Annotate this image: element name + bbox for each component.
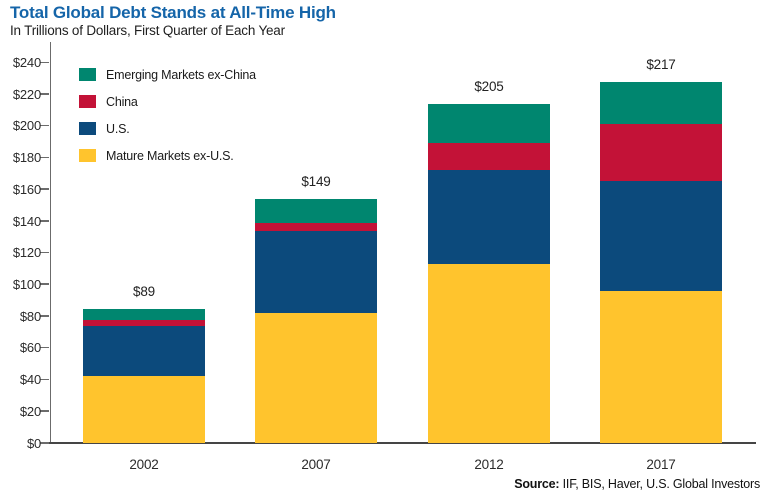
y-axis-tick: [40, 251, 49, 254]
bar-segment-u-s-: [255, 230, 377, 313]
y-axis-tick-label: $20: [19, 403, 41, 419]
x-axis-category-label: 2002: [129, 457, 159, 472]
legend-swatch: [79, 95, 96, 108]
y-axis-tick: [40, 124, 49, 127]
y-axis-tick-label: $240: [12, 55, 41, 70]
bar-segment-u-s-: [600, 181, 722, 291]
chart-title: Total Global Debt Stands at All-Time Hig…: [10, 3, 336, 22]
y-axis-tick-label: $0: [26, 435, 41, 451]
y-axis-tick-label: $140: [12, 213, 41, 229]
y-axis-tick-label: $80: [19, 308, 41, 324]
legend-swatch: [79, 68, 96, 81]
y-axis-tick-label: $60: [19, 340, 41, 356]
legend: Emerging Markets ex-China China U.S. Mature…: [79, 61, 256, 169]
legend-item-label: Emerging Markets ex-China: [106, 67, 256, 82]
bar-segment-u-s-: [83, 325, 205, 377]
y-axis-tick: [40, 442, 49, 444]
source-text: IIF, BIS, Haver, U.S. Global Investors: [562, 477, 761, 491]
y-axis-tick-label: $100: [12, 276, 41, 292]
bar-total-label: $217: [646, 56, 676, 72]
y-axis-tick: [40, 378, 49, 381]
bar-segment-emerging-markets-ex-china: [83, 309, 205, 321]
y-axis-tick: [40, 220, 49, 222]
source-line: Source: IIF, BIS, Haver, U.S. Global Inv…: [514, 477, 760, 491]
legend-item: China: [79, 88, 256, 115]
y-axis-tick: [40, 93, 49, 95]
bar-segment-mature-markets-ex-u-s-: [83, 376, 205, 443]
legend-item: Emerging Markets ex-China: [79, 61, 256, 88]
bar-segment-china: [600, 124, 722, 182]
bar-segment-emerging-markets-ex-china: [428, 103, 550, 144]
bar-segment-emerging-markets-ex-china: [255, 198, 377, 223]
x-axis-category-label: 2017: [646, 457, 676, 472]
y-axis-tick: [40, 61, 49, 63]
y-axis-tick-label: $40: [19, 372, 41, 388]
legend-swatch: [79, 122, 96, 135]
bar-segment-china: [428, 143, 550, 171]
bar-total-label: $205: [474, 78, 504, 94]
x-axis-category-label: 2012: [474, 457, 504, 472]
x-axis-line: [49, 442, 756, 444]
bar-segment-china: [83, 320, 205, 326]
legend-item-label: U.S.: [106, 121, 130, 136]
bar-segment-u-s-: [428, 170, 550, 264]
legend-item: U.S.: [79, 115, 256, 142]
plot-area: $0 $20 $40 $60 $80 $100 $120 $140 $160 $180 $200 $2…: [13, 42, 756, 472]
legend-item: Mature Markets ex-U.S.: [79, 142, 256, 169]
y-axis-tick-label: $120: [12, 245, 41, 261]
bar-segment-emerging-markets-ex-china: [600, 81, 722, 125]
y-axis-tick: [40, 188, 49, 190]
x-axis-category-label: 2007: [301, 457, 331, 472]
y-axis-tick-label: $200: [12, 118, 41, 134]
y-axis-tick: [40, 156, 49, 159]
y-axis-tick: [40, 315, 49, 317]
bar-segment-china: [255, 222, 377, 231]
bar-segment-mature-markets-ex-u-s-: [255, 313, 377, 443]
chart-subtitle: In Trillions of Dollars, First Quarter o…: [10, 23, 285, 38]
bar-segment-mature-markets-ex-u-s-: [600, 290, 722, 443]
y-axis-tick: [40, 410, 49, 412]
legend-item-label: Mature Markets ex-U.S.: [106, 148, 234, 163]
legend-item-label: China: [106, 94, 138, 109]
bar-segment-mature-markets-ex-u-s-: [428, 263, 550, 443]
y-axis-tick-label: $180: [12, 150, 41, 166]
legend-swatch: [79, 149, 96, 162]
y-axis-tick-label: $160: [12, 181, 41, 197]
y-axis-tick: [40, 283, 49, 285]
bar-total-label: $89: [133, 284, 155, 300]
y-axis-tick-label: $220: [12, 86, 41, 102]
bar-total-label: $149: [301, 173, 331, 189]
y-axis-tick: [40, 346, 49, 349]
source-label: Source:: [514, 477, 560, 491]
